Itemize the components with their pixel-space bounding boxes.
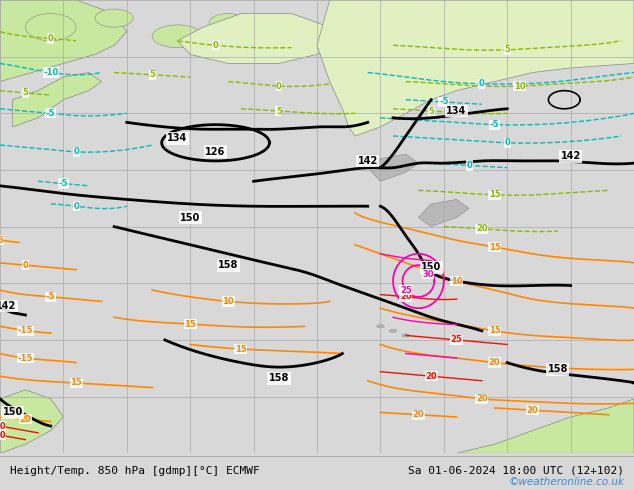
Text: 0: 0: [504, 138, 510, 147]
Text: 25: 25: [451, 336, 462, 344]
Text: 20: 20: [527, 406, 538, 415]
Text: 158: 158: [269, 373, 289, 384]
Text: 134: 134: [167, 133, 188, 143]
Text: -5: -5: [439, 98, 448, 106]
Text: 15: 15: [184, 319, 196, 329]
Polygon shape: [13, 73, 101, 127]
Text: 20: 20: [0, 431, 6, 440]
Polygon shape: [368, 154, 418, 181]
Text: -15: -15: [18, 326, 33, 335]
Text: 15: 15: [489, 243, 500, 251]
Text: 20: 20: [425, 372, 437, 381]
Ellipse shape: [377, 325, 384, 328]
Text: 15: 15: [489, 191, 500, 199]
Text: 5: 5: [22, 88, 29, 98]
Text: 20: 20: [20, 415, 31, 424]
Text: 142: 142: [0, 301, 16, 311]
Text: 150: 150: [180, 213, 200, 222]
Text: 15: 15: [70, 378, 82, 388]
Text: -5: -5: [490, 120, 499, 129]
Text: 20: 20: [413, 410, 424, 419]
Text: -5: -5: [46, 109, 55, 118]
Text: 5: 5: [504, 46, 510, 54]
Text: 20: 20: [400, 293, 411, 301]
Text: 158: 158: [218, 260, 238, 270]
Ellipse shape: [25, 14, 76, 41]
Polygon shape: [317, 0, 634, 136]
Text: 0: 0: [479, 79, 485, 88]
Text: 0: 0: [466, 161, 472, 170]
Text: 142: 142: [358, 156, 378, 166]
Text: 20: 20: [0, 421, 6, 431]
Text: 20: 20: [476, 224, 488, 233]
Text: 0: 0: [73, 202, 79, 211]
Text: 5: 5: [428, 106, 434, 116]
Polygon shape: [0, 390, 63, 453]
Text: 30: 30: [422, 270, 434, 279]
Text: 0: 0: [22, 261, 29, 270]
Ellipse shape: [250, 37, 282, 53]
Text: 15: 15: [235, 344, 247, 353]
Text: 20: 20: [489, 358, 500, 367]
Text: 158: 158: [548, 365, 568, 374]
Text: -10: -10: [43, 68, 58, 77]
Polygon shape: [418, 199, 469, 226]
Text: 10: 10: [223, 297, 234, 306]
Ellipse shape: [95, 9, 133, 27]
Text: 142: 142: [560, 151, 581, 161]
Text: 10: 10: [514, 82, 526, 91]
Text: 0: 0: [73, 147, 79, 156]
Text: 134: 134: [446, 106, 467, 116]
Text: 5: 5: [276, 106, 282, 116]
Text: Sa 01-06-2024 18:00 UTC (12+102): Sa 01-06-2024 18:00 UTC (12+102): [408, 466, 624, 476]
Text: 0: 0: [212, 41, 219, 50]
Ellipse shape: [402, 334, 410, 337]
Text: Height/Temp. 850 hPa [gdmp][°C] ECMWF: Height/Temp. 850 hPa [gdmp][°C] ECMWF: [10, 466, 259, 476]
Text: 126: 126: [205, 147, 226, 157]
Polygon shape: [0, 0, 127, 82]
Ellipse shape: [152, 25, 203, 48]
Ellipse shape: [389, 329, 397, 332]
Text: -15: -15: [18, 354, 33, 363]
Text: -5: -5: [59, 179, 68, 188]
Text: 20: 20: [476, 394, 488, 403]
Polygon shape: [330, 0, 634, 59]
Text: ©weatheronline.co.uk: ©weatheronline.co.uk: [508, 477, 624, 487]
Text: 0: 0: [48, 34, 54, 43]
Text: 25: 25: [400, 286, 411, 294]
Text: 150: 150: [421, 263, 441, 272]
Text: 5: 5: [149, 70, 155, 79]
Text: 150: 150: [3, 408, 23, 417]
Polygon shape: [178, 14, 342, 64]
Text: 15: 15: [489, 326, 500, 335]
Text: -5: -5: [46, 293, 55, 301]
Text: 10: 10: [451, 276, 462, 286]
Polygon shape: [456, 399, 634, 453]
Text: 5: 5: [0, 236, 3, 245]
Text: 0: 0: [276, 82, 282, 91]
Ellipse shape: [209, 14, 247, 32]
